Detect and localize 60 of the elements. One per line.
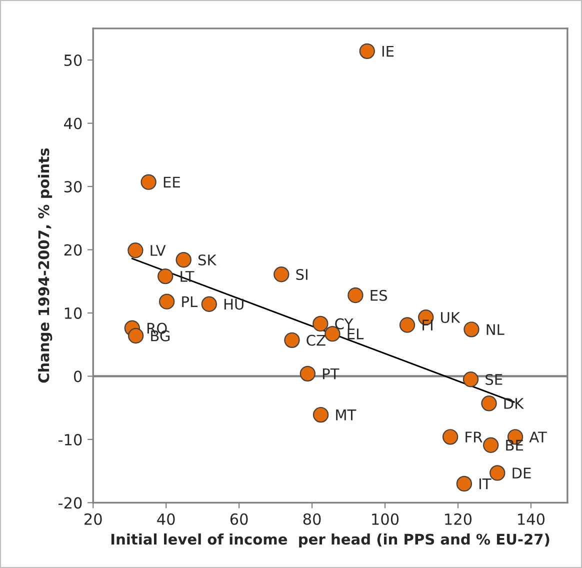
annotation: FR bbox=[466, 432, 482, 442]
point bbox=[128, 242, 144, 258]
annotation: SI bbox=[296, 268, 308, 280]
point bbox=[464, 322, 480, 338]
point bbox=[348, 287, 364, 304]
annotation: DE bbox=[512, 468, 531, 478]
annotation: CY bbox=[335, 318, 354, 330]
point bbox=[456, 476, 472, 492]
x-tick-label: 100 bbox=[372, 513, 399, 525]
annotation: DK bbox=[504, 398, 524, 409]
point bbox=[140, 174, 156, 190]
x-tick-label: 20 bbox=[84, 513, 102, 525]
annotation: CZ bbox=[306, 334, 326, 346]
annotation: HU bbox=[224, 298, 244, 310]
y-tick-label: 0 bbox=[74, 370, 82, 382]
y-tick-label: 20 bbox=[64, 244, 82, 256]
x-tick-label: 140 bbox=[518, 513, 545, 525]
annotation: IE bbox=[382, 46, 394, 57]
x-tick-label: 80 bbox=[303, 513, 321, 525]
point bbox=[482, 437, 499, 453]
y-tick-label: -10 bbox=[58, 434, 82, 446]
annotation: SK bbox=[198, 254, 217, 266]
point bbox=[481, 396, 497, 412]
x-tick-label: 60 bbox=[230, 513, 248, 525]
y-tick-label: 10 bbox=[64, 307, 82, 319]
annotation: EE bbox=[164, 176, 180, 188]
point bbox=[201, 296, 217, 312]
annotation: IT bbox=[480, 478, 492, 490]
point bbox=[284, 332, 300, 348]
annotation: PL bbox=[182, 296, 198, 307]
annotation: LV bbox=[150, 245, 166, 256]
point bbox=[359, 43, 375, 60]
annotation: UK bbox=[441, 312, 460, 324]
point bbox=[490, 465, 506, 481]
point bbox=[312, 316, 328, 332]
point bbox=[399, 317, 416, 333]
point bbox=[274, 266, 290, 282]
point bbox=[442, 429, 458, 445]
point bbox=[158, 268, 174, 284]
annotation: MT bbox=[336, 410, 356, 420]
y-tick-label: -20 bbox=[58, 497, 82, 509]
point bbox=[300, 366, 316, 382]
point bbox=[158, 294, 175, 310]
annotation: EL bbox=[348, 328, 364, 340]
annotation: AT bbox=[529, 432, 547, 442]
annotation: NL bbox=[486, 324, 504, 335]
annotation: BE bbox=[506, 440, 523, 451]
annotation: SE bbox=[486, 374, 502, 385]
y-axis-title: Change 1994-2007, % points bbox=[38, 148, 52, 383]
y-tick-label: 40 bbox=[64, 118, 82, 130]
x-axis-title: Initial level of income per head (in PPS and % EU-27) bbox=[111, 533, 550, 548]
annotation: ES bbox=[370, 290, 388, 301]
y-tick-label: 50 bbox=[64, 54, 82, 66]
point bbox=[312, 406, 329, 423]
point bbox=[462, 372, 479, 388]
x-tick-label: 120 bbox=[445, 513, 472, 525]
point bbox=[128, 328, 144, 344]
point bbox=[176, 252, 192, 268]
x-tick-label: 40 bbox=[157, 513, 175, 525]
y-tick-label: 30 bbox=[64, 180, 82, 193]
